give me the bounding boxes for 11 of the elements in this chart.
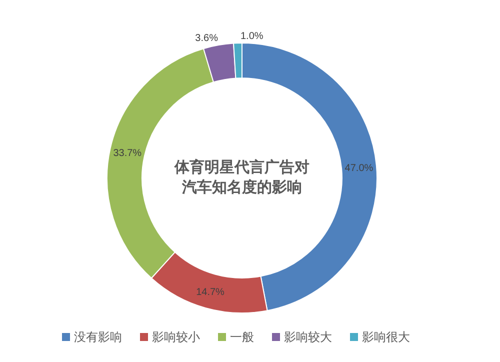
legend-label: 影响很大	[362, 330, 410, 344]
legend-label: 影响较小	[152, 330, 200, 344]
data-label: 1.0%	[240, 31, 264, 42]
data-label: 3.6%	[195, 33, 218, 44]
legend-label: 没有影响	[74, 330, 122, 344]
data-label: 14.7%	[196, 287, 225, 298]
text: 体育明星代言广告对汽车知名度的影响	[174, 158, 310, 196]
data-label: 33.7%	[113, 148, 142, 160]
data-label: 47.0%	[344, 162, 374, 174]
legend-label: 一般	[230, 330, 254, 344]
legend-label: 影响较大	[284, 330, 332, 344]
